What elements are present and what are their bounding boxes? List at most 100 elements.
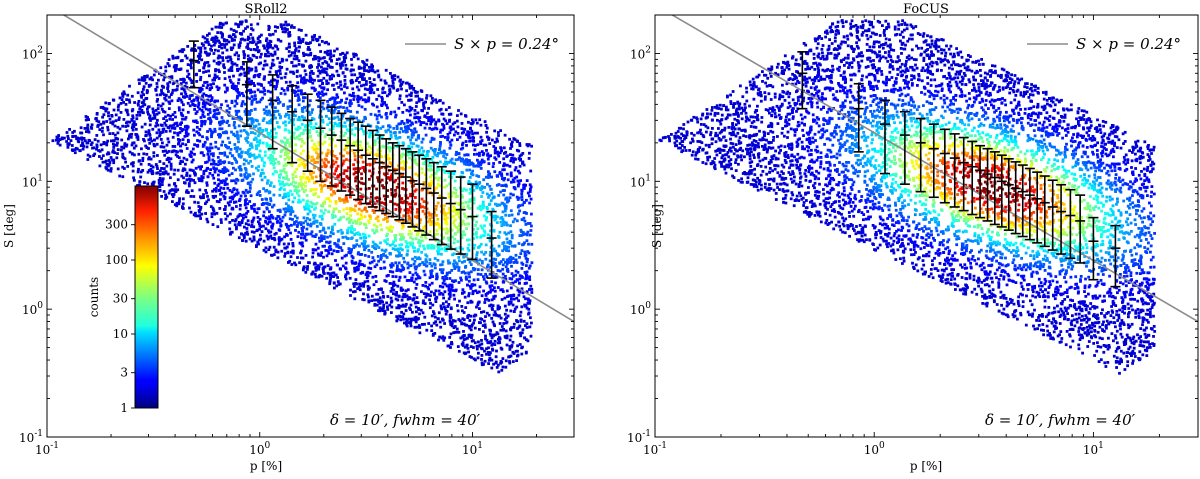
- density-point: [492, 362, 495, 366]
- density-point: [500, 224, 504, 227]
- density-point: [228, 221, 232, 224]
- density-point: [335, 47, 339, 51]
- density-point: [306, 48, 310, 51]
- density-point: [491, 288, 495, 292]
- density-point: [175, 204, 179, 208]
- density-point: [278, 188, 282, 191]
- density-point: [352, 95, 356, 98]
- density-point: [214, 140, 218, 144]
- density-point: [433, 266, 437, 270]
- density-point: [413, 116, 416, 120]
- density-point: [326, 123, 330, 126]
- density-point: [272, 193, 276, 197]
- density-point: [170, 91, 174, 95]
- density-point: [280, 59, 284, 63]
- density-point: [472, 346, 475, 349]
- density-point: [143, 103, 147, 107]
- density-point: [341, 71, 345, 75]
- density-point: [212, 162, 216, 166]
- density-point: [240, 150, 244, 154]
- density-point: [155, 99, 159, 103]
- density-point: [293, 261, 296, 265]
- density-point: [353, 269, 357, 273]
- density-point: [337, 86, 341, 89]
- density-point: [343, 85, 346, 88]
- density-point: [490, 317, 494, 320]
- density-point: [212, 166, 215, 170]
- density-point: [329, 49, 332, 53]
- density-point: [109, 169, 113, 173]
- density-point: [487, 203, 491, 206]
- density-point: [326, 88, 329, 92]
- density-point: [379, 256, 383, 260]
- density-point: [226, 214, 229, 218]
- density-point: [205, 160, 209, 164]
- density-point: [212, 52, 216, 55]
- density-point: [482, 143, 486, 147]
- density-point: [300, 249, 303, 253]
- density-point: [473, 131, 477, 135]
- density-point: [480, 185, 484, 188]
- density-point: [496, 215, 499, 219]
- density-point: [73, 148, 77, 152]
- density-point: [406, 124, 410, 128]
- density-point: [440, 112, 444, 116]
- density-point: [284, 195, 288, 199]
- density-point: [115, 143, 119, 147]
- density-point: [430, 138, 434, 141]
- density-point: [195, 121, 199, 124]
- density-point: [451, 279, 454, 283]
- density-point: [530, 242, 534, 246]
- density-point: [246, 38, 250, 42]
- density-point: [263, 92, 267, 96]
- density-point: [236, 95, 239, 98]
- density-point: [430, 101, 434, 105]
- density-point: [450, 157, 454, 161]
- density-point: [281, 182, 284, 186]
- density-point: [530, 212, 533, 216]
- density-point: [346, 270, 349, 274]
- density-point: [260, 198, 264, 201]
- density-point: [112, 149, 115, 152]
- density-point: [514, 166, 518, 169]
- density-point: [499, 328, 503, 332]
- density-point: [341, 113, 345, 116]
- density-point: [329, 266, 333, 270]
- density-point: [268, 215, 271, 219]
- density-point: [462, 322, 466, 326]
- density-point: [388, 282, 392, 285]
- density-point: [256, 228, 259, 232]
- density-point: [214, 25, 218, 29]
- density-point: [363, 62, 366, 66]
- density-point: [506, 267, 510, 271]
- density-point: [283, 114, 287, 118]
- density-point: [472, 183, 476, 187]
- density-point: [335, 69, 339, 73]
- density-point: [159, 138, 163, 141]
- density-point: [392, 240, 395, 244]
- density-point: [484, 175, 488, 179]
- density-point: [189, 94, 192, 98]
- density-point: [457, 281, 461, 284]
- density-point: [414, 138, 418, 142]
- density-point: [512, 297, 516, 301]
- density-point: [493, 310, 497, 314]
- density-point: [300, 80, 303, 84]
- density-point: [408, 306, 411, 310]
- density-point: [304, 270, 308, 274]
- density-point: [394, 136, 398, 140]
- density-point: [518, 158, 522, 162]
- density-point: [395, 266, 399, 270]
- density-point: [302, 54, 306, 57]
- density-point: [480, 260, 484, 263]
- density-point: [456, 138, 459, 141]
- density-point: [399, 84, 402, 88]
- density-point: [111, 120, 115, 124]
- density-point: [111, 150, 115, 154]
- density-point: [499, 220, 503, 224]
- density-point: [496, 286, 500, 289]
- density-point: [475, 235, 479, 239]
- density-point: [266, 222, 270, 226]
- density-point: [287, 198, 291, 202]
- density-point: [516, 353, 520, 357]
